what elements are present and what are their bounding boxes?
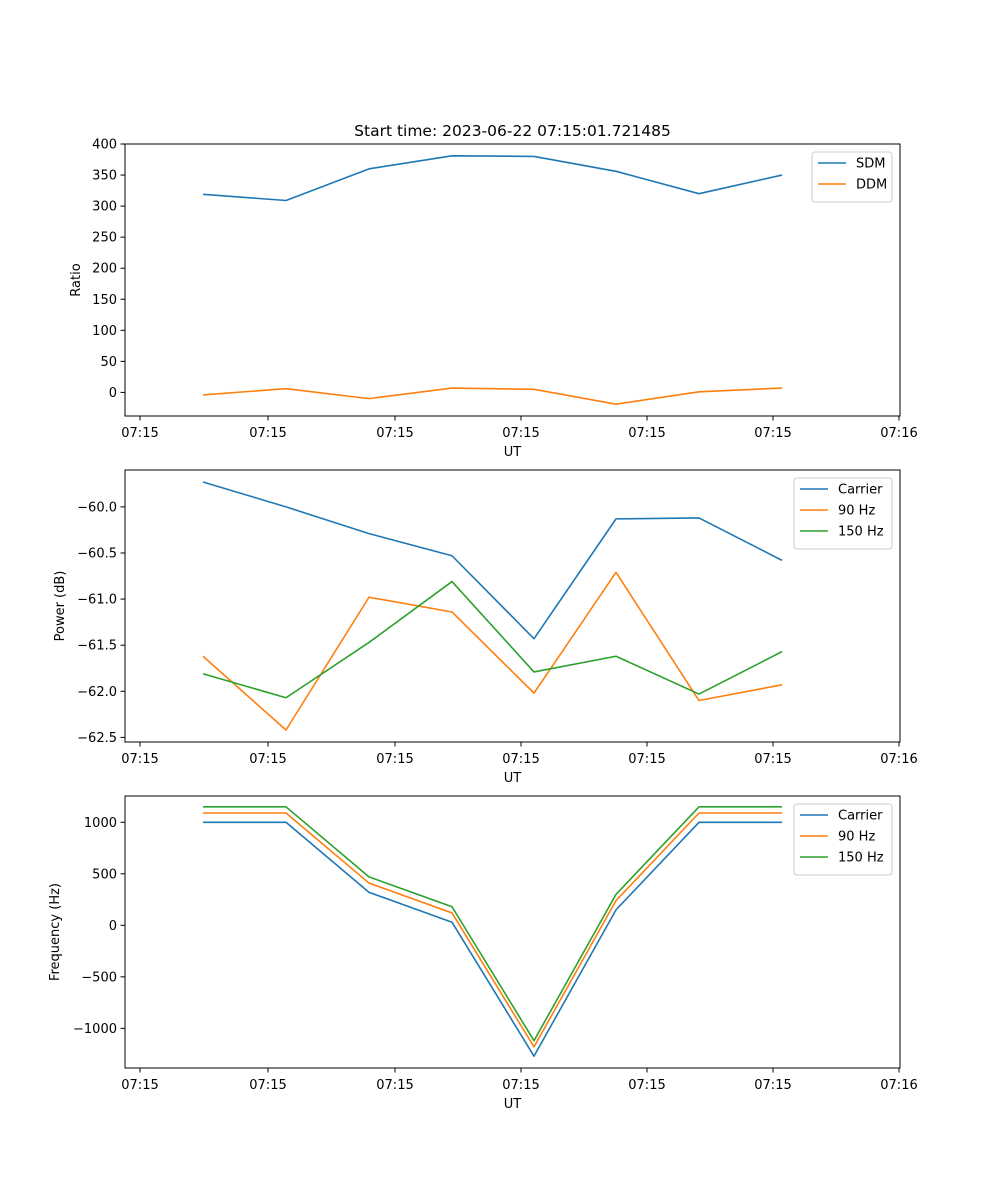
y-axis-label: Power (dB) [53,571,68,642]
x-tick-label: 07:15 [376,426,413,441]
ratio-legend: SDM DDM [811,151,893,203]
y-tick-label: 250 [92,231,117,246]
y-axis-label: Frequency (Hz) [48,883,63,981]
y-tick-label: −62.0 [77,685,117,700]
power-legend: Carrier 90 Hz 150 Hz [793,477,893,550]
series-line-ddm [202,387,783,406]
y-tick-label: 1000 [84,816,117,831]
axes-frame [124,795,901,1069]
y-tick-label: −61.5 [77,639,117,654]
x-axis-label: UT [504,771,522,786]
series-line-carrier [203,821,782,1057]
y-tick-label: −61.0 [77,593,117,608]
legend-label: Carrier [838,483,883,498]
x-tick-label: 07:16 [880,752,917,767]
x-tick-label: 07:15 [754,752,791,767]
series-line-sdm [202,155,783,202]
x-tick-label: 07:15 [502,752,539,767]
legend-label: DDM [856,178,887,193]
x-tick-label: 07:15 [502,426,539,441]
y-tick-label: 50 [100,355,117,370]
series-line-150-hz [203,806,782,1042]
x-tick-label: 07:15 [249,1078,286,1093]
x-tick-label: 07:15 [628,426,665,441]
x-tick-label: 07:16 [880,426,917,441]
x-tick-label: 07:15 [376,1078,413,1093]
y-tick-label: 500 [92,867,117,882]
y-axis-label: Ratio [69,263,84,296]
frequency-legend: Carrier 90 Hz 150 Hz [793,803,893,876]
axes-frame [124,469,901,743]
y-tick-label: 350 [92,169,117,184]
series-line-90-hz [202,571,783,731]
x-tick-label: 07:15 [249,426,286,441]
x-tick-label: 07:15 [376,752,413,767]
axes-frame [124,143,901,417]
legend-label: SDM [856,157,885,172]
y-tick-label: −500 [81,970,117,985]
x-tick-label: 07:15 [754,426,791,441]
y-tick-label: 300 [92,200,117,215]
y-tick-label: 150 [92,293,117,308]
x-tick-label: 07:15 [249,752,286,767]
x-tick-label: 07:15 [502,1078,539,1093]
y-tick-label: −60.0 [77,500,117,515]
y-tick-label: −60.5 [77,546,117,561]
y-tick-label: 0 [109,919,117,934]
legend-label: 150 Hz [838,525,884,540]
x-tick-label: 07:15 [121,1078,158,1093]
y-tick-label: 200 [92,262,117,277]
y-tick-label: −62.5 [77,731,117,746]
legend-label: Carrier [838,809,883,824]
x-axis-label: UT [504,1097,522,1112]
series-line-90-hz [203,812,782,1048]
x-tick-label: 07:15 [628,1078,665,1093]
x-tick-label: 07:16 [880,1078,917,1093]
legend-label: 90 Hz [838,830,875,845]
y-tick-label: 0 [109,386,117,401]
legend-label: 90 Hz [838,504,875,519]
x-axis-label: UT [504,445,522,460]
frequency-panel: 07:15 07:15 07:15 07:15 07:15 07:15 07:16 1000 5… [48,795,918,1112]
legend-box [811,151,893,203]
x-tick-label: 07:15 [121,752,158,767]
y-tick-label: 100 [92,324,117,339]
power-panel: 07:15 07:15 07:15 07:15 07:15 07:15 07:16 −60.0… [53,469,918,786]
y-tick-label: 400 [92,138,117,153]
x-tick-label: 07:15 [121,426,158,441]
series-line-carrier [202,481,783,640]
x-tick-label: 07:15 [628,752,665,767]
legend-label: 150 Hz [838,851,884,866]
figure-title: Start time: 2023-06-22 07:15:01.721485 [354,122,671,140]
series-line-150-hz [202,580,783,699]
x-tick-label: 07:15 [754,1078,791,1093]
y-tick-label: −1000 [73,1022,117,1037]
ratio-panel: 07:15 07:15 07:15 07:15 07:15 07:15 07:16 0 50 10… [69,138,918,461]
